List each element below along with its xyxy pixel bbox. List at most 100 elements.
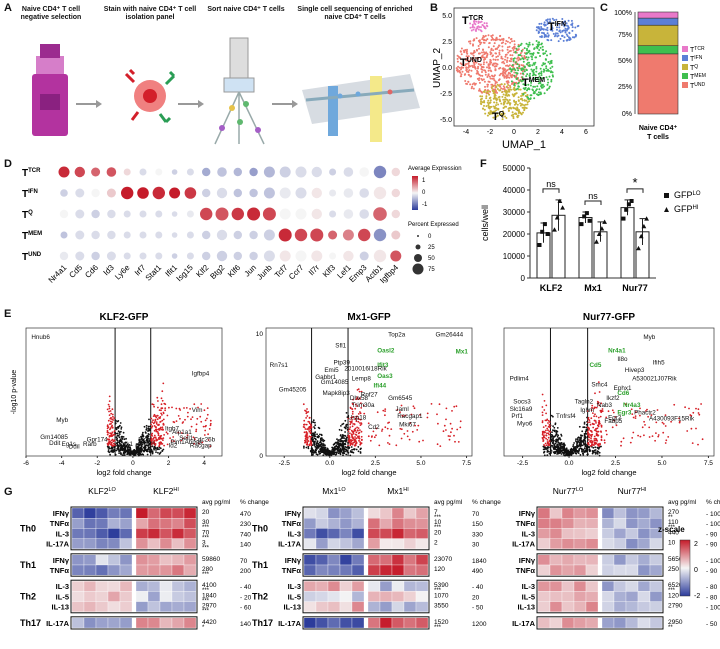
- volcano-point: [303, 431, 306, 434]
- volcano-point: [570, 449, 572, 451]
- stack-ytick: 100%: [614, 10, 632, 17]
- dot-ifn-tcf7: [279, 187, 291, 199]
- heat-cell: [561, 554, 575, 566]
- dot-ifn-cd5: [75, 188, 85, 198]
- umap-point: [542, 68, 545, 71]
- heat-cell: [147, 591, 161, 602]
- heat-cell: [159, 581, 173, 592]
- volcano-point: [112, 440, 115, 443]
- heat-pct-value: 230: [240, 521, 251, 528]
- volcano-point: [106, 429, 109, 432]
- heat-cell: [303, 554, 317, 566]
- heat-cell: [537, 617, 551, 629]
- volcano-point: [690, 414, 693, 417]
- volcano-point: [357, 436, 359, 439]
- umap-point: [554, 34, 557, 36]
- dot-und-btg2: [216, 250, 228, 262]
- volcano-point: [346, 428, 349, 431]
- heat-cell: [585, 617, 599, 629]
- umap-point: [457, 65, 460, 68]
- heat-cell: [649, 617, 663, 629]
- heat-cell: [537, 507, 551, 519]
- dot-tcr-cd5: [74, 166, 86, 178]
- volcano-point: [695, 407, 697, 410]
- volcano-gene-label: Gm6545: [388, 395, 413, 402]
- heat-pct-value: 20: [472, 594, 480, 601]
- volcano-point: [384, 408, 387, 410]
- heat-avg-value: 10: [434, 519, 442, 526]
- volcano-point: [305, 436, 308, 439]
- heat-cell: [613, 554, 627, 566]
- heat-cell: [585, 591, 599, 602]
- volcano-point: [347, 451, 350, 454]
- umap-point: [524, 106, 527, 109]
- volcano-point: [141, 444, 143, 446]
- dot-und-cd6: [91, 251, 100, 261]
- dot-mem-nr4a1: [60, 231, 68, 239]
- volcano-point: [595, 422, 597, 424]
- volcano-point: [576, 438, 579, 441]
- volcano-point: [164, 409, 167, 412]
- dot-mem-irf7: [139, 231, 147, 239]
- f-point-square: [621, 216, 626, 221]
- dot-q-klf2: [200, 207, 213, 221]
- umap-point: [526, 101, 529, 104]
- volcano-point: [108, 407, 111, 410]
- volcano-point: [181, 437, 184, 440]
- heat-pct-value: - 50: [706, 621, 718, 628]
- volcano-point: [199, 415, 202, 418]
- heat-cell: [537, 528, 551, 539]
- heat-cell: [549, 507, 563, 519]
- umap-point: [506, 61, 508, 63]
- volcano-point: [592, 426, 595, 429]
- volcano-point: [601, 408, 604, 410]
- volcano-point: [342, 440, 345, 443]
- umap-point: [499, 34, 502, 37]
- volcano-point: [629, 441, 632, 444]
- umap-point: [467, 61, 470, 64]
- umap-point: [485, 61, 488, 64]
- volcano-point: [576, 437, 579, 439]
- heat-cell: [183, 538, 197, 549]
- umap-point: [506, 82, 509, 85]
- volcano-point: [332, 453, 334, 456]
- volcano-point: [547, 441, 549, 444]
- umap-point: [513, 112, 516, 115]
- dot-row-sup: MEM: [28, 231, 42, 237]
- heat-row-label: IL-17A: [512, 619, 536, 628]
- volcano-point: [193, 403, 196, 406]
- volcano-point: [554, 434, 557, 437]
- volcano-point: [576, 446, 579, 449]
- umap-point: [475, 61, 478, 64]
- z-scale-title: z-scale: [658, 525, 685, 534]
- volcano-point: [154, 436, 157, 439]
- volcano-point: [156, 446, 159, 449]
- umap-point: [506, 69, 509, 72]
- volcano-point: [312, 438, 314, 441]
- umap-point: [485, 95, 488, 98]
- heat-cell: [379, 581, 393, 592]
- volcano-point: [304, 438, 307, 440]
- volcano-point: [453, 434, 455, 437]
- heat-title-sup: HI: [173, 487, 179, 493]
- heat-cell: [183, 591, 197, 602]
- dot-q-ifit1: [171, 211, 178, 217]
- heat-cell: [303, 538, 317, 549]
- volcano-point: [346, 423, 349, 426]
- volcano-point: [146, 442, 148, 444]
- volcano-point: [209, 445, 212, 448]
- volcano-point: [354, 418, 357, 421]
- umap-point: [479, 56, 482, 59]
- volcano-point: [116, 432, 119, 435]
- volcano-point: [136, 449, 139, 452]
- volcano-point: [344, 443, 346, 445]
- umap-point: [576, 25, 579, 28]
- volcano-point: [582, 452, 585, 454]
- gene-label: Junb: [255, 263, 274, 282]
- umap-point: [556, 32, 559, 35]
- dot-ifn-emp3: [359, 188, 370, 198]
- volcano-gene-label: Emi5: [324, 367, 339, 374]
- volcano-point: [583, 438, 586, 441]
- umap-point: [487, 104, 490, 107]
